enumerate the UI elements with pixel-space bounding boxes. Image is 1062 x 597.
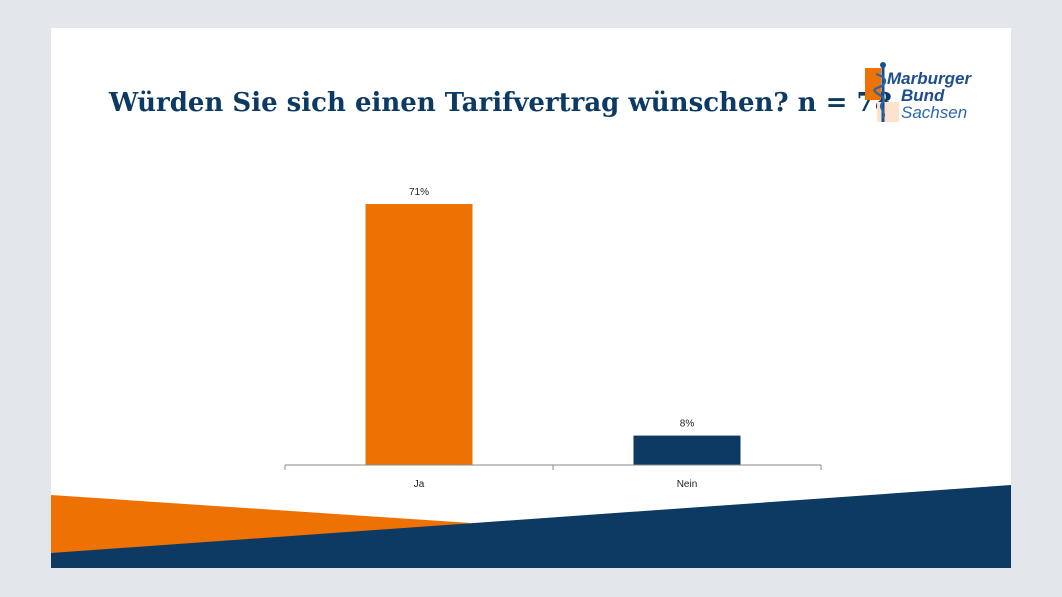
logo-line-1: Marburger xyxy=(887,69,972,88)
data-label: 71% xyxy=(409,187,429,198)
slide-title: Würden Sie sich einen Tarifvertrag wünsc… xyxy=(109,88,893,118)
data-label: 8% xyxy=(680,419,695,430)
bar-nein xyxy=(633,435,741,465)
staff-of-asclepius-icon xyxy=(865,62,899,122)
navy-wedge xyxy=(51,485,1011,568)
bar-chart: 71% Ja 8% Nein xyxy=(284,187,822,490)
marburger-bund-logo: Marburger Bund Sachsen xyxy=(863,60,993,130)
bar-ja xyxy=(365,204,473,465)
logo-line-3: Sachsen xyxy=(901,103,968,122)
category-label: Nein xyxy=(677,479,698,490)
decorative-footer-band xyxy=(51,485,1011,568)
slide: Würden Sie sich einen Tarifvertrag wünsc… xyxy=(51,28,1011,568)
logo-line-2: Bund xyxy=(901,86,945,105)
category-label: Ja xyxy=(414,479,425,490)
